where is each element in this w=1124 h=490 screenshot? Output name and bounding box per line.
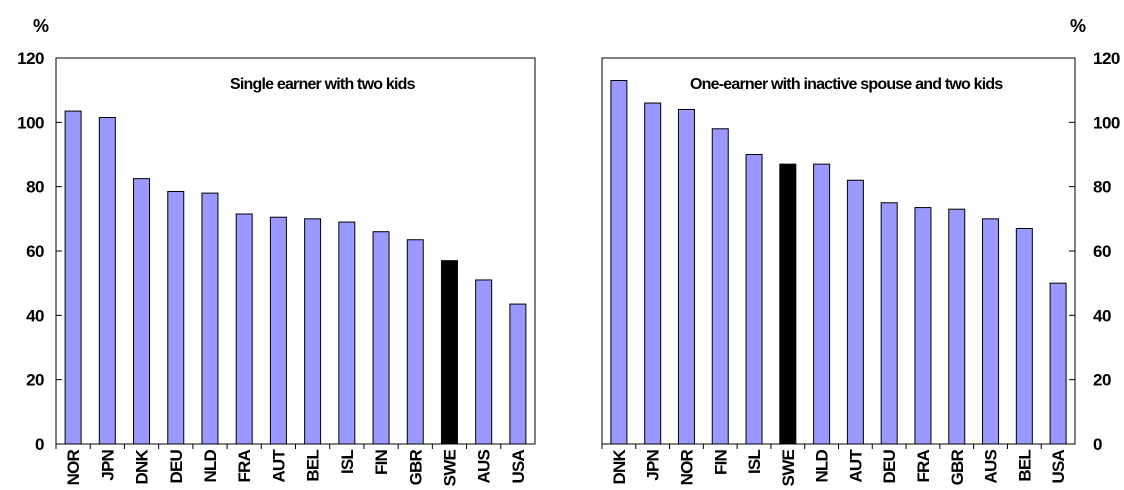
right-chart-title: One-earner with inactive spouse and two … bbox=[690, 76, 1003, 93]
left-category-label: NLD bbox=[201, 449, 220, 482]
right-category-label: FRA bbox=[914, 449, 933, 482]
right-bar-dnk bbox=[610, 80, 628, 445]
left-bar-usa bbox=[509, 303, 527, 445]
right-bar-aus bbox=[982, 218, 1000, 445]
right-y-tick-label: 0 bbox=[1093, 435, 1102, 454]
right-bar-nld bbox=[813, 163, 831, 445]
right-category-label: USA bbox=[1049, 449, 1068, 483]
right-bar-isl bbox=[745, 154, 763, 445]
left-y-tick-label: 100 bbox=[17, 113, 44, 132]
left-category-label: DNK bbox=[133, 448, 152, 484]
right-bar-fra bbox=[914, 207, 932, 445]
left-y-tick-label: 40 bbox=[26, 306, 44, 325]
left-bar-swe bbox=[440, 260, 458, 445]
left-category-label: NOR bbox=[64, 449, 83, 485]
left-category-label: USA bbox=[509, 449, 528, 483]
right-category-label: GBR bbox=[948, 449, 967, 485]
right-category-label: NOR bbox=[677, 449, 696, 485]
left-category-label: AUT bbox=[269, 449, 288, 483]
right-y-tick-label: 120 bbox=[1093, 49, 1120, 68]
left-bar-jpn bbox=[98, 117, 116, 445]
left-y-axis: 0 20 40 60 80 100 120 bbox=[17, 49, 62, 454]
right-y-tick-label: 40 bbox=[1093, 306, 1111, 325]
right-bar-jpn bbox=[644, 102, 662, 445]
right-chart-panel: % One-earner with inactive spouse and tw… bbox=[601, 16, 1120, 487]
right-y-tick-label: 60 bbox=[1093, 242, 1111, 261]
right-category-label: FIN bbox=[711, 449, 730, 475]
left-bars bbox=[64, 110, 527, 445]
left-bar-nld bbox=[201, 192, 219, 445]
left-chart-title: Single earner with two kids bbox=[230, 76, 416, 93]
right-category-label: ISL bbox=[745, 450, 764, 474]
right-category-label: DNK bbox=[610, 448, 629, 484]
left-category-label: DEU bbox=[167, 449, 186, 483]
left-chart-panel: % Single earner with two kids 0 20 40 60 80 1… bbox=[17, 16, 536, 487]
right-category-label: SWE bbox=[779, 450, 798, 487]
left-bar-deu bbox=[167, 190, 185, 445]
right-category-label: NLD bbox=[813, 449, 832, 482]
left-y-tick-label: 60 bbox=[26, 242, 44, 261]
right-x-axis: DNK JPN NOR FIN ISL SWE NLD AUT DEU FRA GBR AUS BEL U… bbox=[601, 444, 1068, 487]
right-plot-frame bbox=[601, 57, 1076, 445]
right-y-axis: 0 20 40 60 80 100 120 bbox=[1069, 49, 1120, 454]
right-y-tick-label: 80 bbox=[1093, 178, 1111, 197]
left-bar-dnk bbox=[133, 178, 151, 445]
right-bar-nor bbox=[677, 108, 695, 445]
left-x-axis: NOR JPN DNK DEU NLD FRA AUT BEL ISL FIN GBR SWE AUS U… bbox=[55, 444, 528, 487]
left-bar-gbr bbox=[406, 239, 424, 445]
right-category-label: AUT bbox=[846, 449, 865, 483]
right-y-tick-label: 100 bbox=[1093, 113, 1120, 132]
right-bar-fin bbox=[711, 128, 729, 445]
left-bar-aut bbox=[269, 216, 287, 445]
left-category-label: ISL bbox=[338, 450, 357, 474]
right-bar-bel bbox=[1015, 227, 1033, 445]
left-bar-isl bbox=[338, 221, 356, 445]
right-bar-aut bbox=[846, 179, 864, 445]
left-plot-frame bbox=[55, 57, 536, 445]
left-y-tick-label: 0 bbox=[35, 435, 44, 454]
right-bar-usa bbox=[1049, 282, 1067, 445]
right-bar-swe bbox=[779, 163, 797, 445]
left-bar-fin bbox=[372, 231, 390, 445]
right-bars bbox=[610, 80, 1067, 445]
left-category-label: AUS bbox=[475, 450, 494, 484]
right-category-label: JPN bbox=[644, 449, 663, 480]
left-y-tick-label: 120 bbox=[17, 49, 44, 68]
right-category-label: AUS bbox=[982, 450, 1001, 484]
left-category-label: FIN bbox=[372, 449, 391, 475]
left-bar-aus bbox=[475, 279, 493, 445]
left-category-label: BEL bbox=[304, 450, 323, 482]
left-category-label: SWE bbox=[440, 450, 459, 487]
left-category-label: JPN bbox=[98, 449, 117, 480]
right-bar-deu bbox=[880, 202, 898, 445]
right-category-label: DEU bbox=[880, 449, 899, 483]
left-category-label: FRA bbox=[235, 449, 254, 482]
left-bar-nor bbox=[64, 110, 82, 445]
left-bar-bel bbox=[304, 218, 322, 445]
right-y-unit-label: % bbox=[1070, 16, 1086, 36]
right-bar-gbr bbox=[948, 208, 966, 445]
right-y-tick-label: 20 bbox=[1093, 371, 1111, 390]
left-y-tick-label: 20 bbox=[26, 371, 44, 390]
left-y-tick-label: 80 bbox=[26, 178, 44, 197]
left-bar-fra bbox=[235, 213, 253, 445]
left-y-unit-label: % bbox=[33, 16, 49, 36]
right-category-label: BEL bbox=[1015, 450, 1034, 482]
left-category-label: GBR bbox=[406, 449, 425, 485]
